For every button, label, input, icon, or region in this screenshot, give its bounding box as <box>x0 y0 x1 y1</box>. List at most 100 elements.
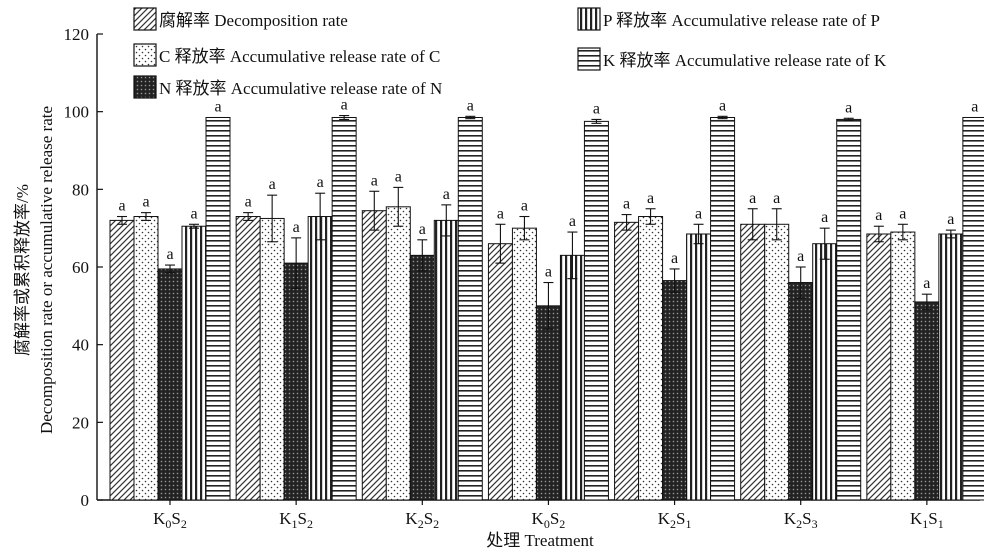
y-tick-label: 40 <box>72 336 89 355</box>
bar <box>866 233 892 501</box>
x-tick-label: K1S1 <box>910 509 944 531</box>
bar <box>457 116 483 501</box>
y-tick-label: 120 <box>64 25 90 44</box>
y-tick-label: 20 <box>72 413 89 432</box>
significance-label: a <box>521 198 528 215</box>
significance-label: a <box>593 100 600 117</box>
bar <box>662 280 688 501</box>
x-tick-label: K0S2 <box>153 509 187 531</box>
legend-swatch <box>133 75 157 99</box>
bar <box>764 223 790 501</box>
significance-label: a <box>443 186 450 203</box>
bar <box>812 243 838 501</box>
significance-label: a <box>293 219 300 236</box>
bar <box>157 268 183 501</box>
bar <box>511 227 537 501</box>
legend-label: C 释放率 Accumulative release rate of C <box>159 47 440 66</box>
bar <box>710 116 736 501</box>
significance-label: a <box>317 174 324 191</box>
significance-label: a <box>142 194 149 211</box>
legend-swatch <box>577 7 601 31</box>
x-tick-label: K2S1 <box>658 509 692 531</box>
legend-label: N 释放率 Accumulative release rate of N <box>159 79 442 98</box>
significance-label: a <box>773 190 780 207</box>
significance-label: a <box>899 205 906 222</box>
significance-label: a <box>341 97 348 114</box>
bar <box>487 243 513 501</box>
legend-swatch <box>133 43 157 67</box>
y-axis-label-en: Decomposition rate or accumulative relea… <box>37 106 56 434</box>
significance-label: a <box>245 194 252 211</box>
x-axis-label: 处理 Treatment <box>486 531 594 550</box>
x-tick-label: K2S2 <box>405 509 439 531</box>
bar <box>385 206 411 501</box>
y-axis-label-cn: 腐解率或累积释放率/% <box>13 184 32 356</box>
y-tick-label: 0 <box>81 491 90 510</box>
bar <box>638 216 664 501</box>
significance-label: a <box>875 207 882 224</box>
bar <box>331 116 357 501</box>
significance-label: a <box>269 176 276 193</box>
bar <box>559 254 585 501</box>
bar <box>583 120 609 501</box>
significance-label: a <box>569 213 576 230</box>
significance-label: a <box>671 250 678 267</box>
significance-label: a <box>821 209 828 226</box>
legend-label: 腐解率 Decomposition rate <box>159 11 348 30</box>
significance-label: a <box>647 190 654 207</box>
bar <box>109 219 135 501</box>
significance-label: a <box>845 99 852 116</box>
bar <box>283 262 309 501</box>
bar <box>361 210 387 501</box>
y-tick-label: 100 <box>64 103 90 122</box>
significance-label: a <box>166 246 173 263</box>
x-tick-label: K1S2 <box>279 509 313 531</box>
bar <box>788 282 814 501</box>
bar <box>914 301 940 501</box>
significance-label: a <box>190 205 197 222</box>
significance-label: a <box>118 198 125 215</box>
significance-label: a <box>467 97 474 114</box>
significance-label: a <box>923 275 930 292</box>
significance-label: a <box>623 196 630 213</box>
bar <box>938 233 964 501</box>
significance-label: a <box>214 98 221 115</box>
significance-label: a <box>695 205 702 222</box>
bar <box>614 221 640 501</box>
significance-label: a <box>797 248 804 265</box>
x-tick-label: K0S2 <box>532 509 566 531</box>
y-tick-label: 80 <box>72 180 89 199</box>
legend-swatch <box>133 7 157 31</box>
legend-label: K 释放率 Accumulative release rate of K <box>603 51 887 70</box>
x-tick-label: K2S3 <box>784 509 818 531</box>
bar <box>181 225 207 501</box>
bar <box>686 233 712 501</box>
legend-swatch <box>577 47 601 71</box>
bar <box>962 116 984 501</box>
legend-label: P 释放率 Accumulative release rate of P <box>603 11 880 30</box>
significance-label: a <box>947 211 954 228</box>
y-axis-title: 腐解率或累积释放率/% Decomposition rate or accumu… <box>13 106 56 434</box>
bar <box>535 305 561 501</box>
significance-label: a <box>971 98 978 115</box>
significance-label: a <box>719 97 726 114</box>
significance-label: a <box>749 190 756 207</box>
bar <box>235 216 261 501</box>
significance-label: a <box>497 205 504 222</box>
bar <box>409 254 435 501</box>
y-tick-label: 60 <box>72 258 89 277</box>
significance-label: a <box>371 172 378 189</box>
significance-label: a <box>545 264 552 281</box>
bar <box>433 219 459 501</box>
significance-label: a <box>395 168 402 185</box>
bar <box>740 223 766 501</box>
significance-label: a <box>419 221 426 238</box>
bar <box>133 216 159 501</box>
legend: 腐解率 Decomposition rate C 释放率 Accumulative… <box>133 7 887 99</box>
bar <box>259 217 285 501</box>
bar <box>307 216 333 501</box>
bar <box>205 116 231 501</box>
bar <box>890 231 916 501</box>
